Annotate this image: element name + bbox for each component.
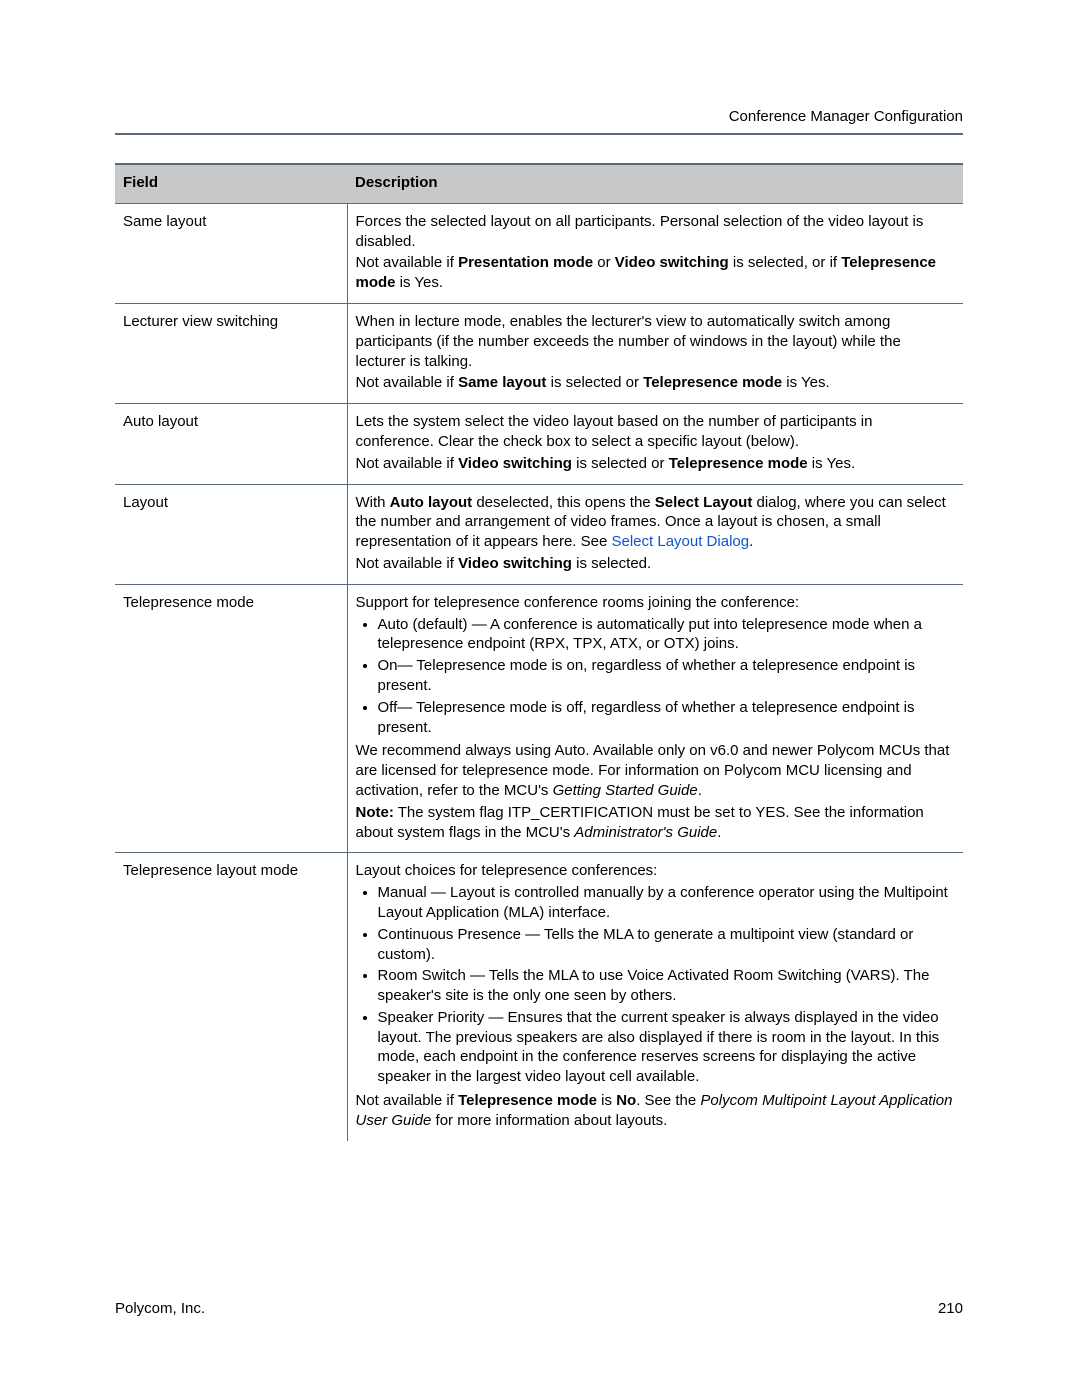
text-line: Note: The system flag ITP_CERTIFICATION … xyxy=(356,803,954,843)
description-cell: Layout choices for telepresence conferen… xyxy=(347,853,963,1141)
text: Not available if xyxy=(356,254,459,271)
field-cell: Layout xyxy=(115,484,347,584)
text: Not available if xyxy=(356,1092,459,1109)
header-rule xyxy=(115,133,963,135)
document-page: Conference Manager Configuration Field D… xyxy=(0,0,1080,1397)
text-bold: No xyxy=(616,1092,636,1109)
column-header-field: Field xyxy=(115,164,347,203)
text: deselected, this opens the xyxy=(472,494,655,511)
text-bold: Presentation mode xyxy=(458,254,593,271)
config-table: Field Description Same layout Forces the… xyxy=(115,163,963,1141)
text-bold: Select Layout xyxy=(655,494,753,511)
table-row: Auto layout Lets the system select the v… xyxy=(115,404,963,484)
text-line: Not available if Video switching is sele… xyxy=(356,454,954,474)
field-cell: Auto layout xyxy=(115,404,347,484)
text: is selected or xyxy=(546,374,643,391)
list-item: Room Switch — Tells the MLA to use Voice… xyxy=(378,966,954,1008)
table-row: Telepresence mode Support for telepresen… xyxy=(115,584,963,853)
text-bold: Video switching xyxy=(458,455,572,472)
footer-company: Polycom, Inc. xyxy=(115,1300,205,1317)
list-item: Auto (default) — A conference is automat… xyxy=(378,615,954,657)
table-row: Lecturer view switching When in lecture … xyxy=(115,303,963,403)
text-italic: Getting Started Guide xyxy=(553,782,698,799)
text-line: Not available if Presentation mode or Vi… xyxy=(356,253,954,293)
table-row: Same layout Forces the selected layout o… xyxy=(115,203,963,303)
footer-page-number: 210 xyxy=(938,1300,963,1317)
text: . xyxy=(698,782,702,799)
text-bold: Telepresence mode xyxy=(643,374,782,391)
page-header-title: Conference Manager Configuration xyxy=(115,108,963,125)
text: is Yes. xyxy=(396,274,444,291)
text: When in lecture mode, enables the lectur… xyxy=(356,313,901,370)
table-row: Telepresence layout mode Layout choices … xyxy=(115,853,963,1141)
field-cell: Same layout xyxy=(115,203,347,303)
table-row: Layout With Auto layout deselected, this… xyxy=(115,484,963,584)
list-item: Manual — Layout is controlled manually b… xyxy=(378,883,954,925)
text: is Yes. xyxy=(808,455,856,472)
text-bold: Video switching xyxy=(458,555,572,572)
description-cell: Support for telepresence conference room… xyxy=(347,584,963,853)
text: Not available if xyxy=(356,555,459,572)
list-item: Speaker Priority — Ensures that the curr… xyxy=(378,1008,954,1089)
text-bold: Video switching xyxy=(615,254,729,271)
text: Support for telepresence conference room… xyxy=(356,594,800,611)
text: is xyxy=(597,1092,616,1109)
text: . See the xyxy=(636,1092,700,1109)
page-footer: Polycom, Inc. 210 xyxy=(115,1300,963,1317)
description-cell: Lets the system select the video layout … xyxy=(347,404,963,484)
link-select-layout-dialog[interactable]: Select Layout Dialog xyxy=(612,533,750,550)
field-cell: Lecturer view switching xyxy=(115,303,347,403)
text-bold: Auto layout xyxy=(390,494,473,511)
text-bold: Telepresence mode xyxy=(669,455,808,472)
list-item: Continuous Presence — Tells the MLA to g… xyxy=(378,925,954,967)
text: is selected. xyxy=(572,555,651,572)
description-cell: Forces the selected layout on all partic… xyxy=(347,203,963,303)
text-bold: Same layout xyxy=(458,374,546,391)
text-line: Not available if Video switching is sele… xyxy=(356,554,954,574)
text: Not available if xyxy=(356,374,459,391)
list-item: On— Telepresence mode is on, regardless … xyxy=(378,656,954,698)
text: for more information about layouts. xyxy=(431,1112,667,1129)
text: is Yes. xyxy=(782,374,830,391)
text: Layout choices for telepresence conferen… xyxy=(356,862,658,879)
description-cell: When in lecture mode, enables the lectur… xyxy=(347,303,963,403)
text: is selected or xyxy=(572,455,669,472)
text: . xyxy=(717,824,721,841)
text-bold: Telepresence mode xyxy=(458,1092,597,1109)
text-italic: Administrator's Guide xyxy=(574,824,717,841)
list-item: Off— Telepresence mode is off, regardles… xyxy=(378,698,954,740)
description-cell: With Auto layout deselected, this opens … xyxy=(347,484,963,584)
text-line: Not available if Same layout is selected… xyxy=(356,373,954,393)
text: . xyxy=(749,533,753,550)
text: With xyxy=(356,494,390,511)
field-cell: Telepresence mode xyxy=(115,584,347,853)
column-header-description: Description xyxy=(347,164,963,203)
text: Not available if xyxy=(356,455,459,472)
field-cell: Telepresence layout mode xyxy=(115,853,347,1141)
bullet-list: Manual — Layout is controlled manually b… xyxy=(356,883,954,1089)
text-bold: Note: xyxy=(356,804,394,821)
text: is selected, or if xyxy=(729,254,842,271)
text: or xyxy=(593,254,615,271)
text: Lets the system select the video layout … xyxy=(356,413,873,450)
bullet-list: Auto (default) — A conference is automat… xyxy=(356,615,954,740)
table-header-row: Field Description xyxy=(115,164,963,203)
text: Forces the selected layout on all partic… xyxy=(356,213,924,250)
